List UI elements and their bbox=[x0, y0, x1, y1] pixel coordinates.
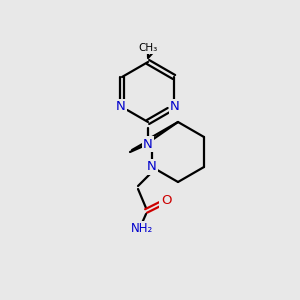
Text: N: N bbox=[143, 137, 153, 151]
Text: O: O bbox=[161, 194, 171, 208]
Text: NH₂: NH₂ bbox=[131, 223, 153, 236]
Text: N: N bbox=[147, 160, 157, 173]
Text: N: N bbox=[116, 100, 126, 113]
Text: N: N bbox=[170, 100, 180, 113]
Text: CH₃: CH₃ bbox=[138, 43, 158, 53]
